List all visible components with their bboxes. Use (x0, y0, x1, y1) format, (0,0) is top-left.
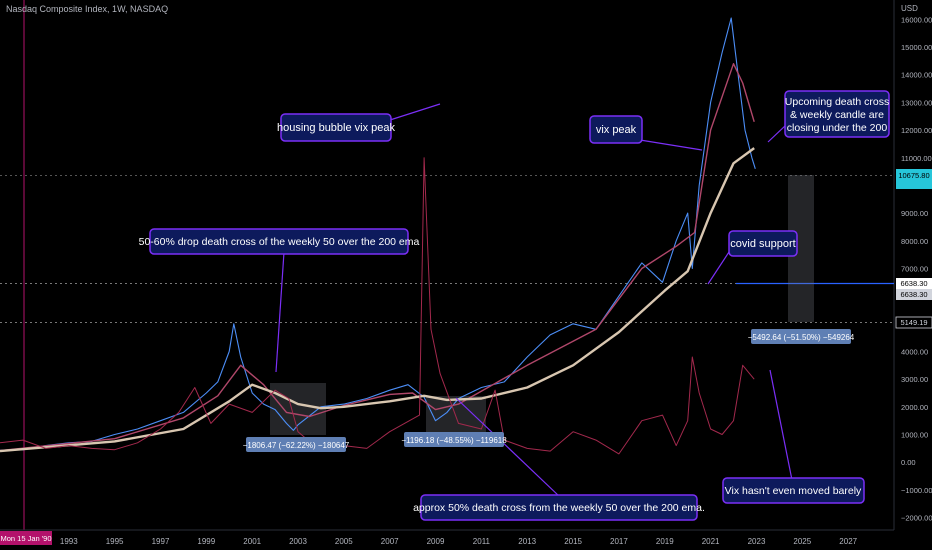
price-tag-6638-a-text: 6638.30 (900, 279, 927, 288)
y-tick-label: −2000.00 (901, 514, 932, 523)
y-tick-label: 8000.00 (901, 237, 928, 246)
x-tick-label: 2005 (335, 537, 353, 546)
x-tick-label: 2025 (793, 537, 811, 546)
x-tick-label: 2017 (610, 537, 628, 546)
x-tick-label: 2015 (564, 537, 582, 546)
currency-label: USD (901, 4, 918, 13)
callout-housing-bubble-text: housing bubble vix peak (277, 122, 396, 134)
y-tick-label: 3000.00 (901, 375, 928, 384)
y-tick-label: 13000.00 (901, 98, 932, 107)
callout-upcoming-line-1: Upcoming death cross (785, 96, 889, 108)
x-tick-label: 2007 (381, 537, 399, 546)
callout-vix-not-moved[interactable]: Vix hasn't even moved barely (722, 477, 865, 504)
measure-label-2008: −1196.18 (−48.55%) −119618 (401, 432, 507, 447)
callout-covid-support[interactable]: covid support (728, 230, 798, 257)
price-tag-5149-text: 5149.19 (900, 318, 927, 327)
callout-covid-support-text: covid support (730, 238, 795, 250)
callout-2000-death-cross-text: 50-60% drop death cross of the weekly 50… (139, 236, 420, 248)
x-tick-label: 2011 (473, 537, 491, 546)
x-tick-label: 1993 (60, 537, 78, 546)
callout-pointers (275, 103, 793, 498)
y-tick-label: 11000.00 (901, 154, 932, 163)
x-tick-label: 2013 (518, 537, 536, 546)
x-tick-label: 2023 (748, 537, 766, 546)
x-tick-label: 2003 (289, 537, 307, 546)
x-tick-label: 1997 (152, 537, 170, 546)
callout-housing-bubble[interactable]: housing bubble vix peak (277, 113, 396, 142)
measure-label-2000: −1806.47 (−62.22%) −180647 (243, 437, 350, 452)
x-tick-label: 2001 (243, 537, 261, 546)
price-tag-6638-b: 6638.30 (896, 289, 932, 300)
callout-2000-death-cross[interactable]: 50-60% drop death cross of the weekly 50… (139, 228, 420, 255)
x-tick-label: 2019 (656, 537, 674, 546)
y-tick-label: 15000.00 (901, 43, 932, 52)
y-tick-label: 1000.00 (901, 431, 928, 440)
callout-upcoming-line-3: closing under the 200 (787, 122, 888, 134)
x-tick-label: 1999 (197, 537, 215, 546)
chart-title: Nasdaq Composite Index, 1W, NASDAQ (6, 4, 169, 14)
series-line-3 (0, 157, 755, 455)
measure-box-2000[interactable] (270, 383, 326, 435)
callout-2008-death-cross-text: approx 50% death cross from the weekly 5… (413, 502, 705, 514)
price-tag-6638-b-text: 6638.30 (900, 290, 927, 299)
y-tick-label: 2000.00 (901, 403, 928, 412)
y-tick-label: −1000.00 (901, 486, 932, 495)
series-line-1 (0, 63, 755, 452)
y-tick-label: 9000.00 (901, 209, 928, 218)
callout-vix-peak-text: vix peak (596, 124, 637, 136)
callout-vix-peak[interactable]: vix peak (589, 115, 643, 144)
series-line-0 (0, 17, 756, 451)
x-tick-label: 2009 (427, 537, 445, 546)
y-tick-label: 16000.00 (901, 15, 932, 24)
callout-upcoming-line-2: & weekly candle are (790, 109, 884, 121)
measure-label-2000-text: −1806.47 (−62.22%) −180647 (243, 441, 350, 450)
x-tick-label: 2021 (702, 537, 720, 546)
y-tick-label: 0.00 (901, 458, 916, 467)
price-tag-6638-a: 6638.30 (896, 278, 932, 289)
y-tick-label: 7000.00 (901, 265, 928, 274)
series-layer (0, 17, 756, 455)
price-tag-last: 10675.80 (896, 169, 932, 189)
callout-2008-death-cross[interactable]: approx 50% death cross from the weekly 5… (413, 494, 705, 521)
measure-label-2023-text: −5492.64 (−51.50%) −549264 (748, 333, 855, 342)
callout-upcoming-death-cross[interactable]: Upcoming death cross & weekly candle are… (784, 90, 890, 138)
x-tick-label: 2027 (839, 537, 857, 546)
measure-label-2023: −5492.64 (−51.50%) −549264 (748, 329, 855, 344)
date-crosshair-label: Mon 15 Jan '90 (0, 531, 52, 545)
callout-vix-not-moved-text: Vix hasn't even moved barely (725, 485, 862, 497)
x-tick-label: 1995 (106, 537, 124, 546)
y-tick-label: 4000.00 (901, 348, 928, 357)
y-tick-label: 14000.00 (901, 71, 932, 80)
price-tag-5149: 5149.19 (895, 316, 932, 329)
date-crosshair-label-text: Mon 15 Jan '90 (0, 534, 51, 543)
y-tick-label: 12000.00 (901, 126, 932, 135)
price-tag-last-text: 10675.80 (898, 171, 929, 180)
series-line-2 (0, 147, 755, 453)
measure-label-2008-text: −1196.18 (−48.55%) −119618 (401, 436, 507, 445)
